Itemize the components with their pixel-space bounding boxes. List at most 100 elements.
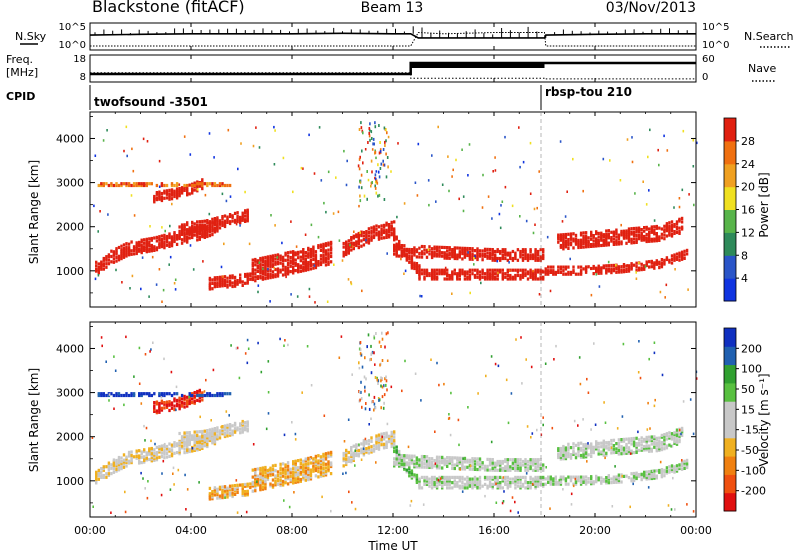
velocity-cell [385,433,388,437]
power-cell [557,269,560,273]
power-cell [380,229,383,233]
velocity-cell [261,478,265,482]
power-cell [269,276,272,280]
velocity-cell [476,467,479,472]
velocity-cell [274,469,277,473]
velocity-cell [259,486,262,490]
power-scatter-cell [320,179,323,182]
velocity-cell [504,465,507,469]
velocity-cell [665,466,669,470]
power-cell [519,255,522,259]
power-scatter-cell [494,169,497,172]
velocity-cell [297,478,300,482]
velocity-cell [643,470,646,474]
power-cell [254,257,257,262]
velocity-cell [630,477,633,481]
velocity-cell [567,453,570,457]
power-scatter-cell [681,188,684,192]
velocity-cell [244,490,247,494]
power-colorbar-label: Power [dB] [757,172,771,237]
velocity-cell [186,431,189,435]
power-scatter-cell [223,242,225,246]
power-scatter-cell [158,185,161,188]
power-cell [271,270,275,274]
velocity-scatter-cell [373,336,376,340]
velocity-cell [357,454,360,458]
velocity-cell [223,486,227,491]
velocity-cell [228,431,232,436]
velocity-cell [382,442,386,446]
power-cell [635,230,638,234]
power-cell [286,270,290,274]
velocity-cell [658,441,661,445]
power-scatter-cell [222,275,224,278]
velocity-cell [496,463,499,467]
velocity-cell [653,442,656,446]
power-cell [387,223,391,227]
velocity-cell [645,435,648,439]
power-cell [564,234,568,238]
velocity-cell [304,466,307,470]
power-cell [180,226,184,231]
velocity-cell [607,481,610,485]
power-cell [170,240,174,244]
velocity-cell [663,447,666,451]
velocity-cell [648,444,651,448]
velocity-scatter-cell [502,476,505,479]
velocity-cell [574,456,578,460]
velocity-cell [143,449,146,454]
power-cell [299,259,302,263]
power-cell [458,268,461,272]
power-scatter-cell [379,167,382,170]
power-cell [526,256,530,261]
velocity-scatter-cell [692,432,695,436]
power-cell [418,264,421,268]
velocity-cell [559,477,563,481]
power-cell [478,252,482,256]
power-cell [670,257,674,261]
power-scatter-cell [359,179,361,183]
velocity-cell [584,455,588,459]
power-cell [590,230,593,234]
power-cell [297,268,300,272]
velocity-cell [635,442,638,446]
power-cell [127,249,131,253]
power-cell [511,258,515,262]
power-cell [377,234,381,238]
power-scatter-cell [350,282,353,286]
velocity-cell [221,488,224,493]
power-scatter-cell [123,149,125,153]
velocity-cell [559,457,563,461]
power-cell [183,237,186,241]
power-cell [380,231,383,235]
velocity-cell [600,481,603,485]
power-scatter-cell [455,158,457,162]
power-cell [600,231,603,235]
power-cell [178,188,181,192]
power-cell [491,275,494,279]
power-cell [223,221,227,225]
power-cell [675,220,679,224]
velocity-cell [595,442,598,446]
power-cell [630,237,633,241]
power-cell [117,256,121,260]
x-tick-label: 20:00 [579,524,611,537]
power-cell [446,256,449,260]
power-cell [191,229,194,233]
power-cell [286,272,290,276]
velocity-cell [180,397,184,401]
power-cell [531,255,535,259]
power-cell [168,197,171,201]
power-cell [650,230,653,234]
velocity-cell [526,468,530,472]
velocity-cell [201,441,204,445]
velocity-cell [536,477,540,481]
power-cell [223,219,227,223]
velocity-cell [612,444,616,448]
power-scatter-cell [499,226,502,230]
x-tick-label: 08:00 [276,524,308,537]
power-cell [150,243,153,248]
power-cell [443,245,446,250]
velocity-cell [239,483,242,487]
power-cell [266,260,270,264]
